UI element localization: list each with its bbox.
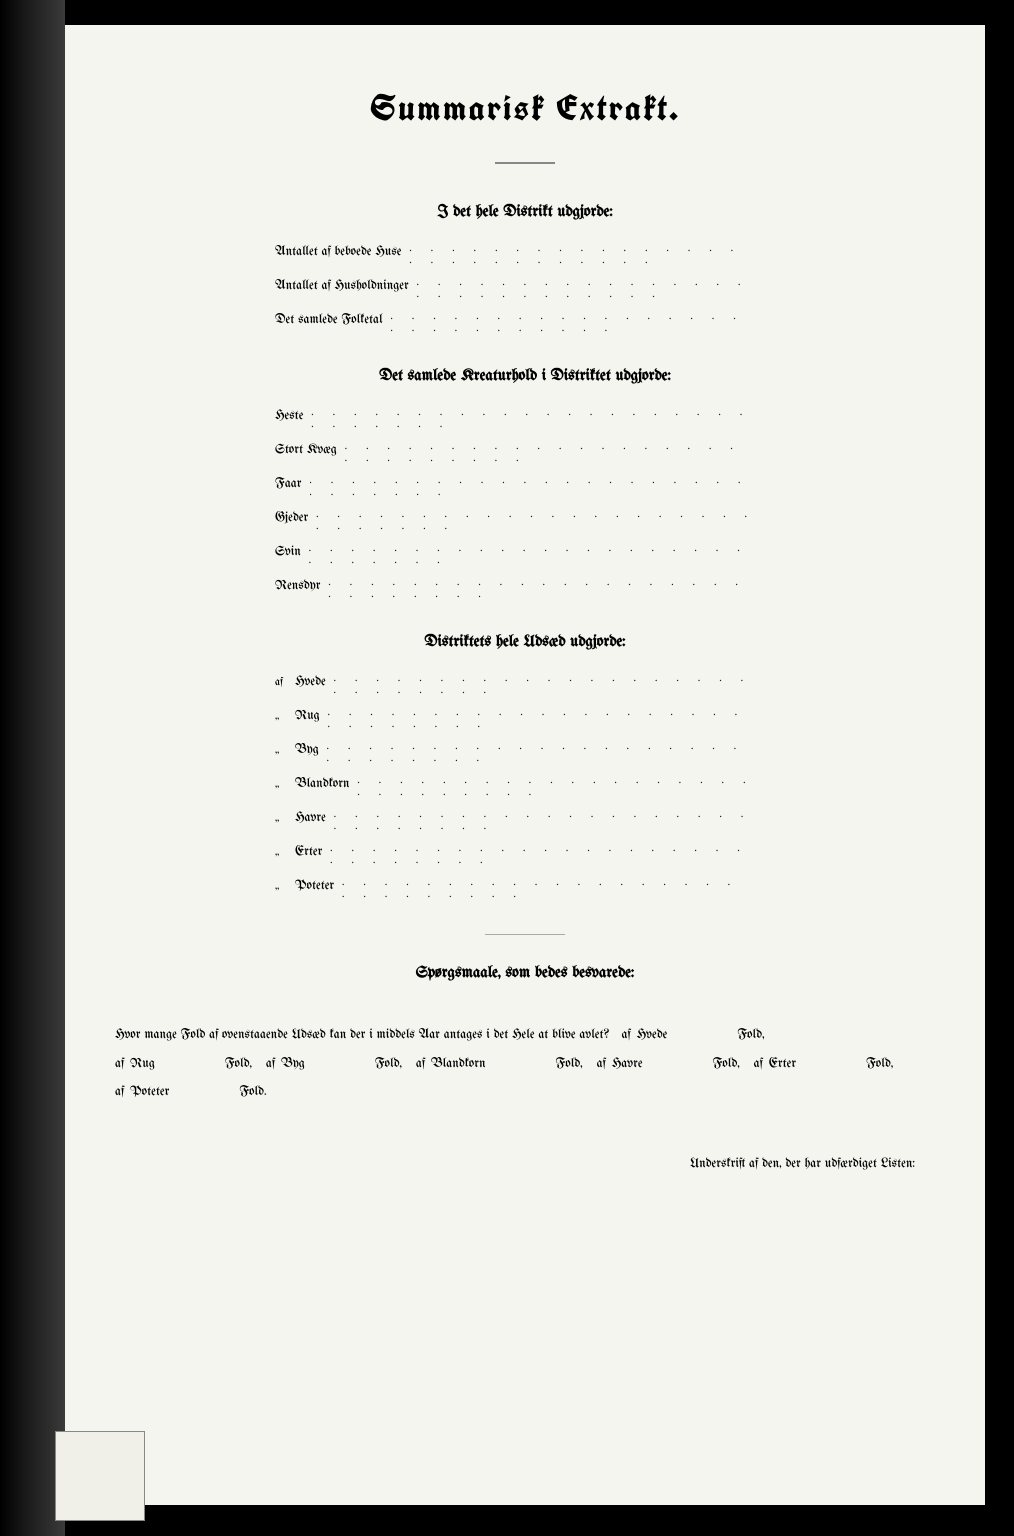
item-label: Heste xyxy=(275,410,311,423)
list-item: Det samlede Folketal xyxy=(275,314,755,338)
ditto-mark: „ xyxy=(275,880,295,892)
item-label: Rug xyxy=(295,710,328,723)
section1-list: Antallet af beboede Huse Antallet af Hus… xyxy=(275,246,755,338)
list-item: „ Rug xyxy=(275,710,755,734)
list-item: „ Blandkorn xyxy=(275,778,755,802)
leader-dots xyxy=(328,710,755,734)
crop-prefix: af xyxy=(115,1079,124,1108)
questions-block: Hvor mange Fold af ovenstaaende Udsæd ka… xyxy=(115,1022,935,1108)
item-label: Byg xyxy=(295,744,327,757)
item-label: Blandkorn xyxy=(295,778,357,791)
question-line-3: af Poteter Fold. xyxy=(115,1079,935,1108)
crop-prefix: af xyxy=(754,1051,763,1080)
leader-dots xyxy=(391,314,755,338)
leader-dots xyxy=(328,580,755,604)
crop-name: Havre xyxy=(612,1051,643,1080)
leader-dots xyxy=(417,280,755,304)
leader-dots xyxy=(342,880,755,904)
section2-header: Det samlede Kreaturhold i Distriktet udg… xyxy=(95,368,955,385)
list-item: Antallet af beboede Huse xyxy=(275,246,755,270)
crop-name: Blandkorn xyxy=(431,1051,485,1080)
crop-suffix: Fold, xyxy=(225,1051,252,1080)
crop-suffix: Fold. xyxy=(239,1079,266,1108)
crop-suffix: Fold, xyxy=(713,1051,740,1080)
leader-dots xyxy=(334,676,755,700)
section1-header: I det hele Distrikt udgjorde: xyxy=(95,204,955,221)
list-item: Heste xyxy=(275,410,755,434)
section2-list: Heste Stort Kvæg Faar Gjeder Svin Rensdy… xyxy=(275,410,755,604)
ditto-mark: „ xyxy=(275,812,295,824)
divider xyxy=(495,162,555,164)
page-title: Summarisk Extrakt. xyxy=(95,85,955,132)
list-item: Antallet af Husholdninger xyxy=(275,280,755,304)
questions-header: Spørgsmaale, som bedes besvarede: xyxy=(95,965,955,982)
question-line-1: Hvor mange Fold af ovenstaaende Udsæd ka… xyxy=(115,1022,935,1051)
crop-name: Hvede xyxy=(637,1022,668,1051)
ditto-mark: „ xyxy=(275,710,295,722)
crop-name: Erter xyxy=(769,1051,796,1080)
leader-dots xyxy=(409,246,755,270)
ditto-mark: „ xyxy=(275,778,295,790)
ditto-mark: „ xyxy=(275,846,295,858)
list-item: „ Byg xyxy=(275,744,755,768)
leader-dots xyxy=(309,546,755,570)
crop-name: Byg xyxy=(281,1051,305,1080)
item-label: Rensdyr xyxy=(275,580,328,593)
thumb-corner xyxy=(55,1431,145,1521)
item-label: Det samlede Folketal xyxy=(275,314,391,327)
item-label: Faar xyxy=(275,478,310,491)
question-lead: Hvor mange Fold af ovenstaaende Udsæd ka… xyxy=(115,1022,609,1051)
crop-prefix: af xyxy=(597,1051,606,1080)
crop-suffix: Fold, xyxy=(737,1022,764,1051)
crop-prefix: af xyxy=(115,1051,124,1080)
leader-dots xyxy=(316,512,755,536)
crop-prefix: af xyxy=(416,1051,425,1080)
document-page: Summarisk Extrakt. I det hele Distrikt u… xyxy=(65,25,985,1505)
item-label: Havre xyxy=(295,812,334,825)
crop-suffix: Fold, xyxy=(556,1051,583,1080)
list-item: „ Erter xyxy=(275,846,755,870)
leader-dots xyxy=(330,846,755,870)
list-item: „ Poteter xyxy=(275,880,755,904)
item-label: Erter xyxy=(295,846,330,859)
leader-dots xyxy=(327,744,755,768)
list-item: „ Havre xyxy=(275,812,755,836)
leader-dots xyxy=(357,778,755,802)
list-item: Faar xyxy=(275,478,755,502)
leader-dots xyxy=(345,444,755,468)
crop-prefix: af xyxy=(266,1051,275,1080)
leader-dots xyxy=(334,812,755,836)
list-item: Stort Kvæg xyxy=(275,444,755,468)
leader-dots xyxy=(311,410,755,434)
item-label: Svin xyxy=(275,546,309,559)
ditto-mark: „ xyxy=(275,744,295,756)
signature-line: Underskrift af den, der har udfærdiget L… xyxy=(95,1158,915,1171)
prefix: af xyxy=(275,676,295,688)
crop-suffix: Fold, xyxy=(375,1051,402,1080)
list-item: Svin xyxy=(275,546,755,570)
item-label: Gjeder xyxy=(275,512,316,525)
section3-list: af Hvede „ Rug „ Byg „ Blandkorn „ Havre… xyxy=(275,676,755,904)
list-item: Gjeder xyxy=(275,512,755,536)
crop-name: Rug xyxy=(130,1051,155,1080)
list-item: Rensdyr xyxy=(275,580,755,604)
book-binding xyxy=(0,0,65,1536)
crop-name: Poteter xyxy=(130,1079,169,1108)
divider xyxy=(485,934,565,935)
item-label: Hvede xyxy=(295,676,334,689)
item-label: Antallet af beboede Huse xyxy=(275,246,409,259)
crop-prefix: af xyxy=(621,1022,630,1051)
item-label: Poteter xyxy=(295,880,342,893)
list-item: af Hvede xyxy=(275,676,755,700)
item-label: Antallet af Husholdninger xyxy=(275,280,417,293)
section3-header: Distriktets hele Udsæd udgjorde: xyxy=(95,634,955,651)
leader-dots xyxy=(310,478,755,502)
crop-suffix: Fold, xyxy=(866,1051,893,1080)
question-line-2: af Rug Fold, af Byg Fold, af Blandkorn F… xyxy=(115,1051,935,1080)
item-label: Stort Kvæg xyxy=(275,444,345,457)
